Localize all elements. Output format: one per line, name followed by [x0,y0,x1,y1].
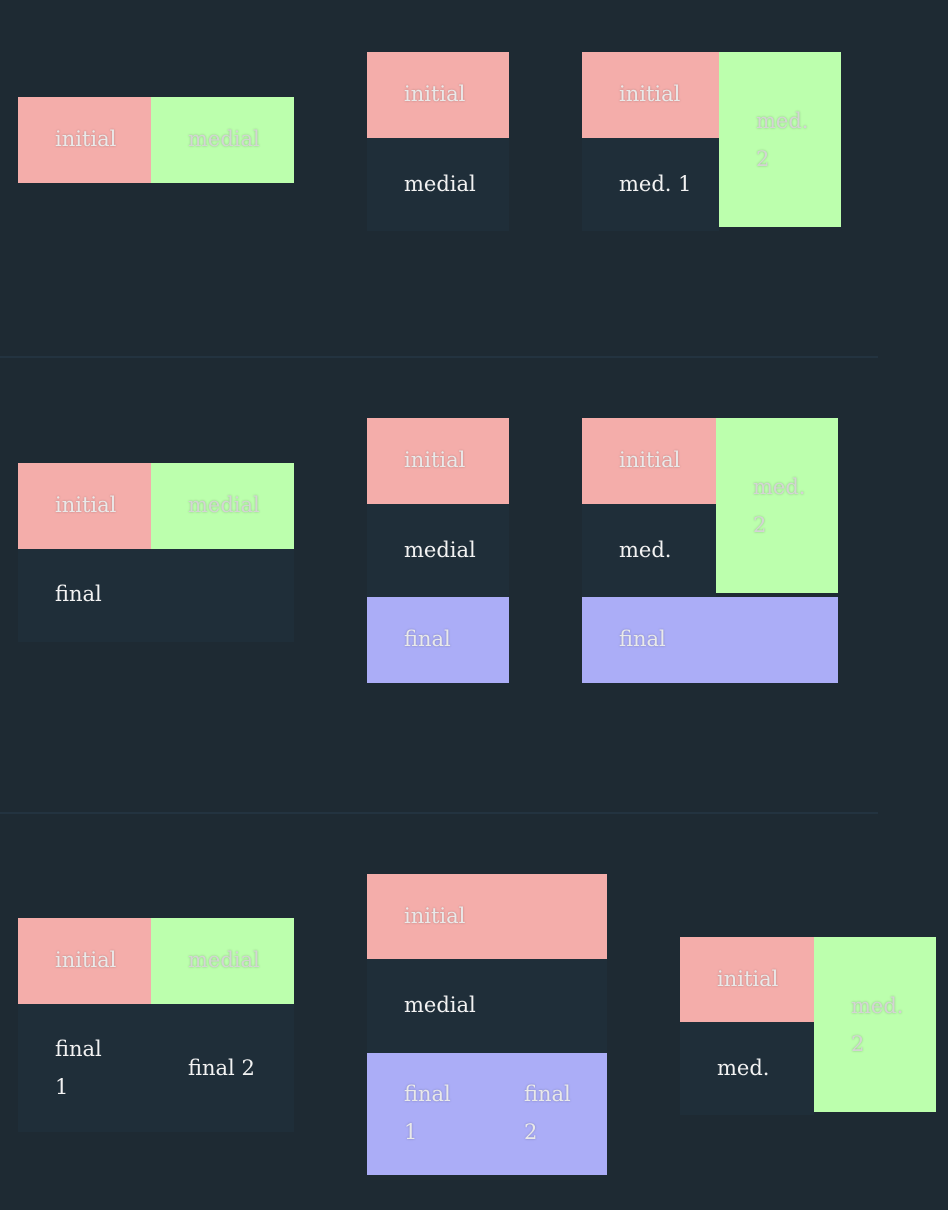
row3-diagram1-initial-cell: initial [18,918,151,1004]
row2-diagram1-final-cell: final [18,549,294,642]
row3-diagram3-med-cell: med. [680,1022,814,1115]
row2-diagram1-medial-cell: medial [151,463,294,549]
row-divider [0,812,878,814]
row3-diagram1-medial-cell: medial [151,918,294,1004]
row1-diagram3-med2-cell: med. 2 [719,52,841,227]
row1-diagram1-initial-cell: initial [18,97,151,183]
cell-label: final 2 [524,1082,571,1144]
row3-diagram2-final2-cell: final 2 [487,1053,607,1175]
row2-diagram2-initial-cell: initial [367,418,509,504]
row1-diagram1-medial-cell: medial [151,97,294,183]
cell-label: med. [619,538,672,562]
row2-diagram3-final-cell: final [582,597,838,683]
row3-diagram1-final2-cell: final 2 [151,1004,294,1132]
row3-diagram2-medial-cell: medial [367,959,607,1053]
row1-diagram3-med1-cell: med. 1 [582,138,719,231]
row-divider [0,356,878,358]
row2-diagram3-med-cell: med. [582,504,716,597]
cell-label: med. 2 [753,475,806,537]
cell-label: med. 2 [756,109,809,171]
cell-label: medial [404,538,476,562]
cell-label: medial [404,172,476,196]
cell-label: initial [619,82,681,106]
cell-label: initial [404,448,466,472]
cell-label: initial [619,448,681,472]
cell-label: med. 1 [619,172,692,196]
row2-diagram2-final-cell: final [367,597,509,683]
cell-label: medial [188,127,260,151]
cell-label: final [619,627,666,651]
row2-diagram3-initial-cell: initial [582,418,716,504]
row3-diagram3-med2-cell: med. 2 [814,937,936,1112]
cell-label: initial [55,127,117,151]
row3-diagram2-initial-cell: initial [367,874,607,959]
cell-label: med. 2 [851,994,904,1056]
cell-label: initial [55,493,117,517]
cell-label: medial [404,993,476,1017]
cell-label: medial [188,493,260,517]
cell-label: initial [404,82,466,106]
cell-label: initial [55,948,117,972]
cell-label: final [404,627,451,651]
row1-diagram2-medial-cell: medial [367,138,509,231]
row3-diagram2-final1-cell: final 1 [367,1053,487,1175]
cell-label: medial [188,948,260,972]
cell-label: final 2 [188,1056,255,1080]
row2-diagram2-medial-cell: medial [367,504,509,597]
row3-diagram1-final1-cell: final 1 [18,1004,151,1132]
row3-diagram3-initial-cell: initial [680,937,814,1022]
cell-label: final 1 [55,1037,102,1099]
cell-label: final 1 [404,1082,451,1144]
cell-label: med. [717,1056,770,1080]
row1-diagram3-initial-cell: initial [582,52,719,138]
row2-diagram1-initial-cell: initial [18,463,151,549]
row1-diagram2-initial-cell: initial [367,52,509,138]
cell-label: initial [404,904,466,928]
cell-label: final [55,582,102,606]
row2-diagram3-med2-cell: med. 2 [716,418,838,593]
cell-label: initial [717,967,779,991]
